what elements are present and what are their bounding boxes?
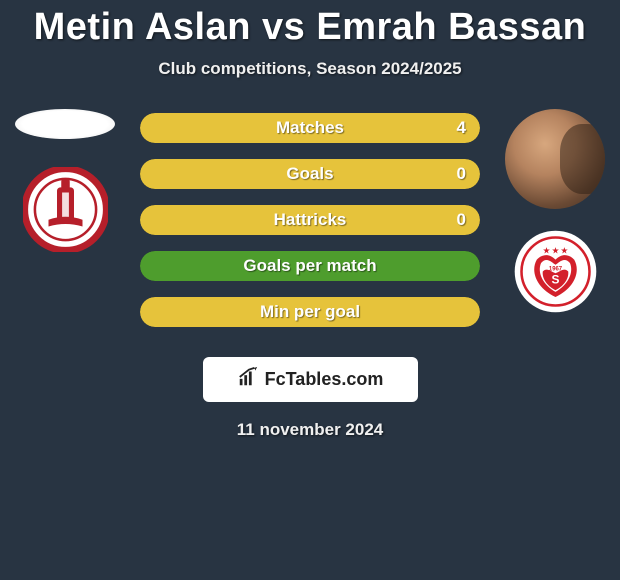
bar-gpm-label: Goals per match [140, 251, 480, 281]
bar-matches-value-right: 4 [457, 113, 466, 143]
bar-min-per-goal: Min per goal [140, 297, 480, 327]
bar-hattricks-value-right: 0 [457, 205, 466, 235]
bar-goals-per-match: Goals per match [140, 251, 480, 281]
brand-text: FcTables.com [265, 369, 384, 390]
brand-badge[interactable]: FcTables.com [203, 357, 418, 402]
subtitle: Club competitions, Season 2024/2025 [0, 59, 620, 79]
comparison-content: ★ ★ ★ 1967 S Matches 4 Goals 0 Hattricks… [0, 109, 620, 349]
brand-chart-icon [237, 366, 259, 393]
right-player-avatar [505, 109, 605, 209]
svg-text:S: S [551, 272, 559, 286]
bar-goals-label: Goals [140, 159, 480, 189]
bar-hattricks: Hattricks 0 [140, 205, 480, 235]
bar-matches-label: Matches [140, 113, 480, 143]
page-title: Metin Aslan vs Emrah Bassan [0, 0, 620, 49]
left-player-avatar [15, 109, 115, 139]
svg-text:★ ★ ★: ★ ★ ★ [543, 246, 569, 255]
bar-hattricks-label: Hattricks [140, 205, 480, 235]
bar-mpg-label: Min per goal [140, 297, 480, 327]
bar-matches: Matches 4 [140, 113, 480, 143]
bar-goals: Goals 0 [140, 159, 480, 189]
bar-goals-value-right: 0 [457, 159, 466, 189]
comparison-bars: Matches 4 Goals 0 Hattricks 0 Goals per … [140, 113, 480, 343]
right-player-column: ★ ★ ★ 1967 S [500, 109, 610, 314]
left-club-logo [23, 167, 108, 252]
left-player-column [10, 109, 120, 252]
right-club-logo: ★ ★ ★ 1967 S [513, 229, 598, 314]
date-text: 11 november 2024 [0, 420, 620, 440]
